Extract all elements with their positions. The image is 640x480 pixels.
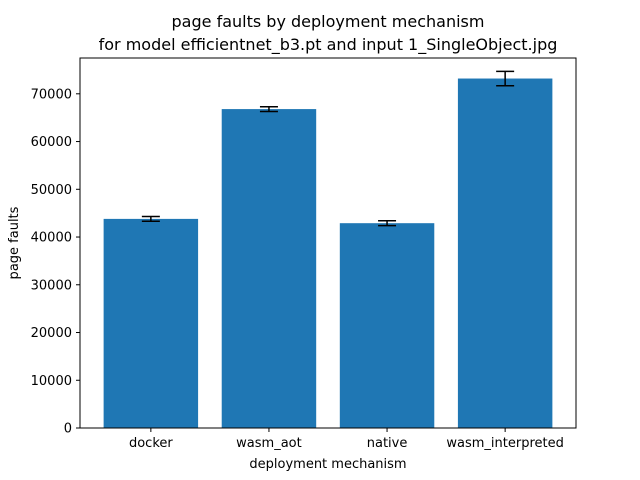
plot-frame [79,57,577,429]
error-bars-layer [141,70,515,227]
x-axis-label: deployment mechanism [249,457,406,472]
chart-title: page faults by deployment mechanism [172,12,485,31]
chart-subtitle: for model efficientnet_b3.pt and input 1… [99,35,558,55]
x-tick-label-docker: docker [129,436,173,451]
y-tick-label: 50000 [31,183,72,198]
y-tick-label: 0 [64,422,72,437]
error-bar-docker [141,215,160,223]
bars-layer [103,78,553,429]
bar-wasm_interpreted [457,78,553,429]
error-bar-native [378,220,397,227]
x-tick-label-wasm_aot: wasm_aot [236,436,302,451]
y-tick-label: 30000 [31,278,72,293]
y-tick-label: 40000 [31,231,72,246]
bar-docker [103,218,199,428]
bar-native [339,223,435,428]
y-axis-label: page faults [7,206,22,279]
y-tick-label: 70000 [31,87,72,102]
y-axis: 0 10000 20000 30000 40000 50000 60000 70000 [31,87,80,437]
y-tick-label: 10000 [31,374,72,389]
x-tick-label-native: native [367,436,408,451]
x-axis: docker wasm_aot native wasm_interpreted [129,428,564,451]
y-tick-label: 60000 [31,135,72,150]
x-tick-label-wasm_interpreted: wasm_interpreted [446,436,563,451]
error-bar-wasm_aot [259,105,278,113]
error-bar-wasm_interpreted [496,70,515,87]
bar-wasm_aot [221,109,317,429]
y-tick-label: 20000 [31,326,72,341]
